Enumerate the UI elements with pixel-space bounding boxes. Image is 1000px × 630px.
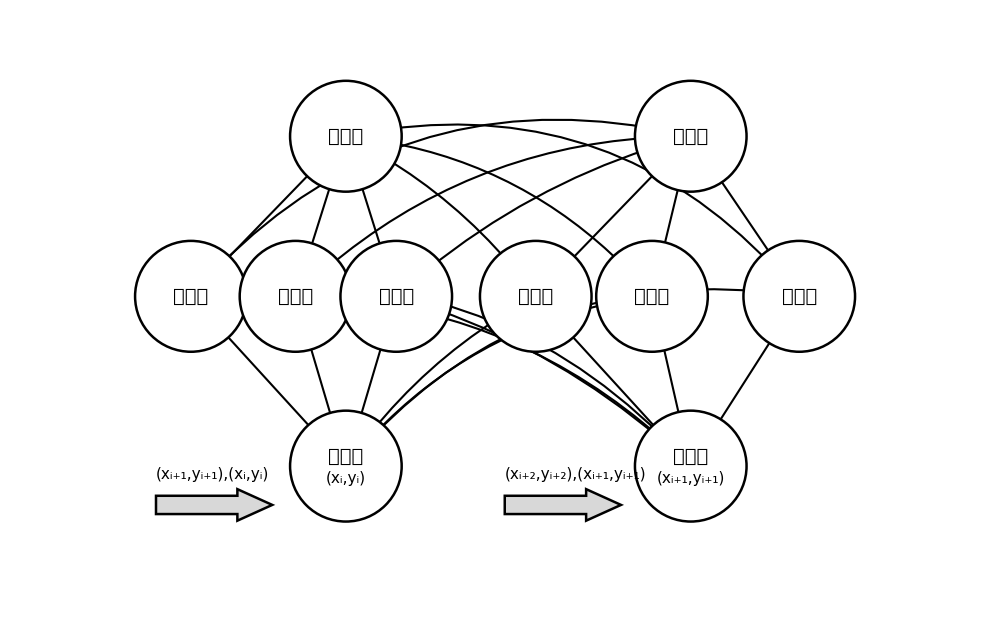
Ellipse shape [135,241,247,352]
Text: 参数层: 参数层 [518,287,553,306]
Ellipse shape [635,81,747,192]
Text: 参数层: 参数层 [379,287,414,306]
Ellipse shape [340,241,452,352]
Polygon shape [156,489,272,520]
Ellipse shape [743,241,855,352]
Text: (xᵢ,yᵢ): (xᵢ,yᵢ) [326,471,366,486]
Text: 参数层: 参数层 [782,287,817,306]
Text: (xᵢ₊₁,yᵢ₊₁): (xᵢ₊₁,yᵢ₊₁) [657,471,725,486]
Ellipse shape [240,241,351,352]
Ellipse shape [290,411,402,522]
Ellipse shape [480,241,592,352]
Text: 参数层: 参数层 [278,287,313,306]
Text: 输出层: 输出层 [673,127,708,146]
Text: (xᵢ₊₁,yᵢ₊₁),(xᵢ,yᵢ): (xᵢ₊₁,yᵢ₊₁),(xᵢ,yᵢ) [156,467,269,482]
Text: 输入层: 输入层 [328,447,364,466]
Ellipse shape [635,411,747,522]
Text: 输出层: 输出层 [328,127,364,146]
Polygon shape [505,489,621,520]
Ellipse shape [596,241,708,352]
Text: 参数层: 参数层 [173,287,208,306]
Text: 参数层: 参数层 [634,287,670,306]
Text: 输入层: 输入层 [673,447,708,466]
Ellipse shape [290,81,402,192]
Text: (xᵢ₊₂,yᵢ₊₂),(xᵢ₊₁,yᵢ₊₁): (xᵢ₊₂,yᵢ₊₂),(xᵢ₊₁,yᵢ₊₁) [505,467,646,482]
